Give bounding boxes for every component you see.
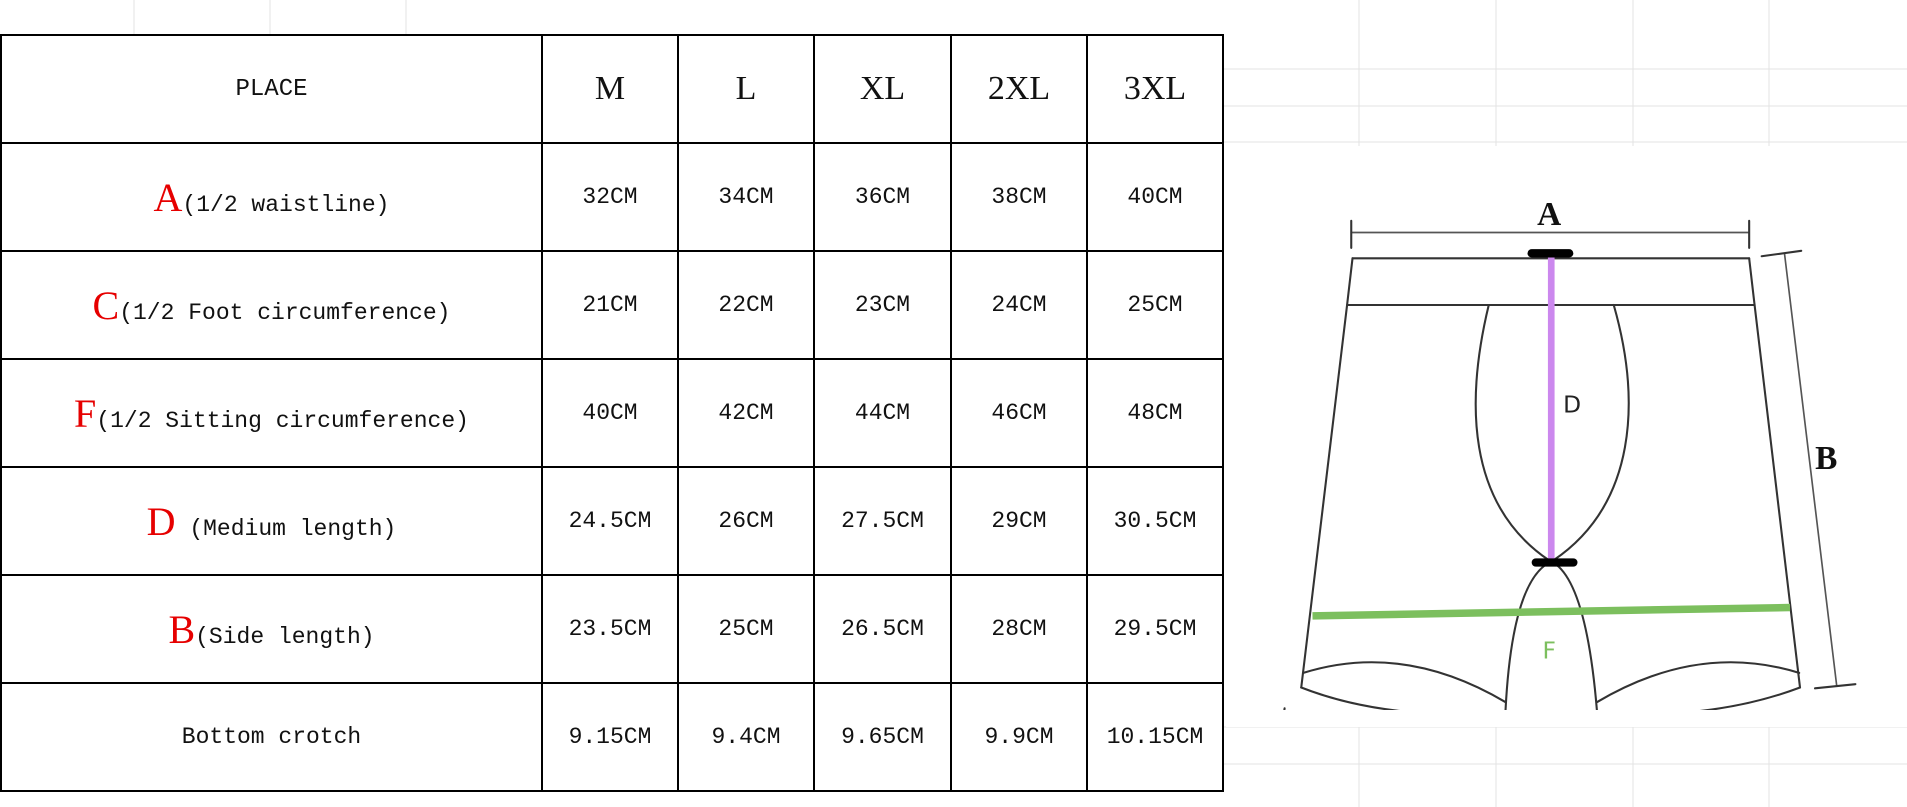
- size-value-cell: 26.5CM: [813, 574, 952, 684]
- measurement-description: (Medium length): [175, 515, 397, 542]
- dimension-a: [1350, 219, 1751, 249]
- size-header: L: [677, 34, 815, 144]
- measurement-letter: A: [153, 174, 183, 220]
- size-value-cell: 40CM: [1086, 142, 1224, 252]
- measurement-description: (1/2 waistline): [182, 191, 390, 218]
- size-value-cell: 40CM: [541, 358, 679, 468]
- measurement-description: (1/2 Sitting circumference): [96, 407, 469, 434]
- size-value-cell: 9.65CM: [813, 682, 952, 792]
- label-a: A: [1537, 196, 1561, 233]
- measurement-label: Bottom crotch: [0, 682, 543, 792]
- measurement-label: D (Medium length): [0, 466, 543, 576]
- size-value-cell: 10.15CM: [1086, 682, 1224, 792]
- size-value-cell: 46CM: [950, 358, 1088, 468]
- measurement-description: (1/2 Foot circumference): [119, 299, 451, 326]
- size-value-cell: 36CM: [813, 142, 952, 252]
- size-value-cell: 34CM: [677, 142, 815, 252]
- label-b: B: [1815, 440, 1837, 477]
- measurement-letter: C: [92, 282, 120, 328]
- size-value-cell: 29CM: [950, 466, 1088, 576]
- size-header: M: [541, 34, 679, 144]
- table-row: C(1/2 Foot circumference) 21CM 22CM 23CM 24C…: [0, 250, 1224, 360]
- size-header: 3XL: [1086, 34, 1224, 144]
- shorts-measurement-diagram: A B C D F: [1283, 196, 1857, 710]
- size-value-cell: 48CM: [1086, 358, 1224, 468]
- size-value-cell: 26CM: [677, 466, 815, 576]
- f-measure-line: [1312, 603, 1791, 620]
- table-row: A(1/2 waistline) 32CM 34CM 36CM 38CM 40CM: [0, 142, 1224, 252]
- size-value-cell: 23.5CM: [541, 574, 679, 684]
- table-row: B(Side length) 23.5CM 25CM 26.5CM 28CM 29.5CM: [0, 574, 1224, 684]
- size-value-cell: 25CM: [1086, 250, 1224, 360]
- size-value-cell: 28CM: [950, 574, 1088, 684]
- size-value-cell: 22CM: [677, 250, 815, 360]
- size-value-cell: 29.5CM: [1086, 574, 1224, 684]
- size-value-cell: 44CM: [813, 358, 952, 468]
- size-value-cell: 24CM: [950, 250, 1088, 360]
- size-value-cell: 9.15CM: [541, 682, 679, 792]
- place-header: PLACE: [0, 34, 543, 144]
- size-value-cell: 27.5CM: [813, 466, 952, 576]
- size-value-cell: 9.9CM: [950, 682, 1088, 792]
- measurement-label: C(1/2 Foot circumference): [0, 250, 543, 360]
- size-value-cell: 32CM: [541, 142, 679, 252]
- label-f: F: [1542, 636, 1555, 664]
- dimension-b: [1760, 249, 1857, 690]
- size-chart-table: PLACE M L XL 2XL 3XL A(1/2 waistline) 32C…: [0, 34, 1224, 792]
- measurement-label: F(1/2 Sitting circumference): [0, 358, 543, 468]
- measurement-label: A(1/2 waistline): [0, 142, 543, 252]
- measurement-description: (Side length): [195, 623, 375, 650]
- size-value-cell: 23CM: [813, 250, 952, 360]
- size-value-cell: 42CM: [677, 358, 815, 468]
- measurement-letter: D: [146, 498, 176, 544]
- size-value-cell: 21CM: [541, 250, 679, 360]
- size-value-cell: 38CM: [950, 142, 1088, 252]
- size-header: XL: [813, 34, 952, 144]
- size-value-cell: 25CM: [677, 574, 815, 684]
- size-header: 2XL: [950, 34, 1088, 144]
- header-row: PLACE M L XL 2XL 3XL: [0, 34, 1224, 144]
- measurement-letter: B: [168, 606, 196, 652]
- size-value-cell: 9.4CM: [677, 682, 815, 792]
- measurement-label: B(Side length): [0, 574, 543, 684]
- label-d: D: [1563, 391, 1581, 419]
- table-row: Bottom crotch 9.15CM 9.4CM 9.65CM 9.9CM 10.15…: [0, 682, 1224, 792]
- table-row: F(1/2 Sitting circumference) 40CM 42CM 44CM…: [0, 358, 1224, 468]
- size-value-cell: 30.5CM: [1086, 466, 1224, 576]
- size-value-cell: 24.5CM: [541, 466, 679, 576]
- measurement-description: Bottom crotch: [181, 724, 362, 750]
- table-row: D (Medium length) 24.5CM 26CM 27.5CM 29CM 30.…: [0, 466, 1224, 576]
- measurement-letter: F: [74, 390, 97, 436]
